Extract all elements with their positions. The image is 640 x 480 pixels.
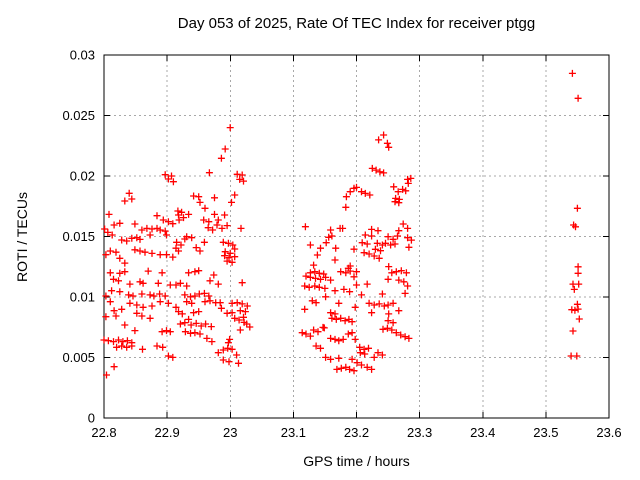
x-tick-label: 23.4 [470,425,495,440]
x-tick-label: 23.3 [407,425,432,440]
x-tick-label: 22.9 [154,425,179,440]
chart-title: Day 053 of 2025, Rate Of TEC Index for r… [177,15,536,32]
x-tick-label: 23.2 [344,425,369,440]
x-tick-label: 23.1 [281,425,306,440]
axis-ticks [103,54,610,419]
y-tick-label: 0.01 [70,290,95,305]
x-axis-label: GPS time / hours [303,453,410,469]
y-tick-label: 0.005 [62,350,95,365]
x-tick-label: 23 [223,425,237,440]
x-tick-label: 23.6 [596,425,621,440]
x-tick-label: 22.8 [91,425,116,440]
x-tick-label: 23.5 [533,425,558,440]
y-tick-label: 0.025 [62,108,95,123]
y-tick-label: 0.015 [62,229,95,244]
y-tick-label: 0.02 [70,169,95,184]
y-tick-label: 0 [88,411,95,426]
scatter-points [100,69,583,379]
y-tick-label: 0.03 [70,48,95,63]
